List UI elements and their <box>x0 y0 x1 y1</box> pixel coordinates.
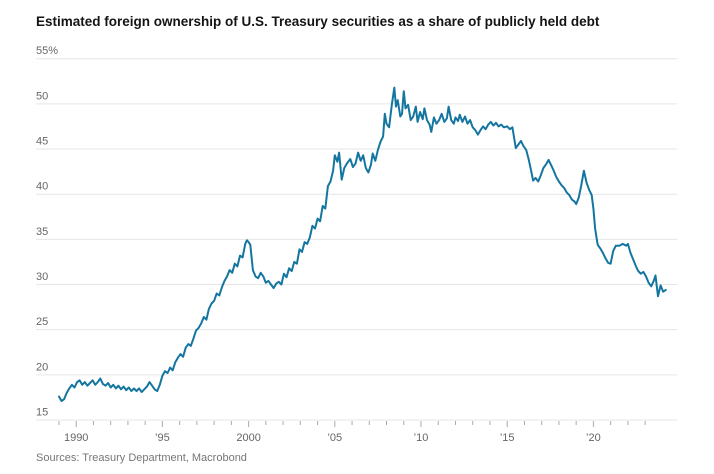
y-tick-label: 35 <box>36 226 48 238</box>
x-tick-label: 2000 <box>236 432 260 444</box>
x-tick-label: ’20 <box>586 432 601 444</box>
source-note: Sources: Treasury Department, Macrobond <box>36 452 247 464</box>
y-tick-label: 25 <box>36 316 48 328</box>
x-tick-label: ’95 <box>155 432 170 444</box>
x-tick-label: ’15 <box>500 432 515 444</box>
y-tick-label: 45 <box>36 136 48 148</box>
y-tick-label: 50 <box>36 90 48 102</box>
y-tick-label: 20 <box>36 361 48 373</box>
x-tick-label: 1990 <box>64 432 88 444</box>
series-line <box>58 86 667 402</box>
y-tick-label: 15 <box>36 407 48 419</box>
x-tick-label: ’10 <box>414 432 429 444</box>
y-tick-label: 55% <box>36 45 58 57</box>
y-tick-label: 40 <box>36 181 48 193</box>
y-tick-label: 30 <box>36 271 48 283</box>
x-tick-label: ’05 <box>327 432 342 444</box>
chart-title: Estimated foreign ownership of U.S. Trea… <box>36 14 600 29</box>
